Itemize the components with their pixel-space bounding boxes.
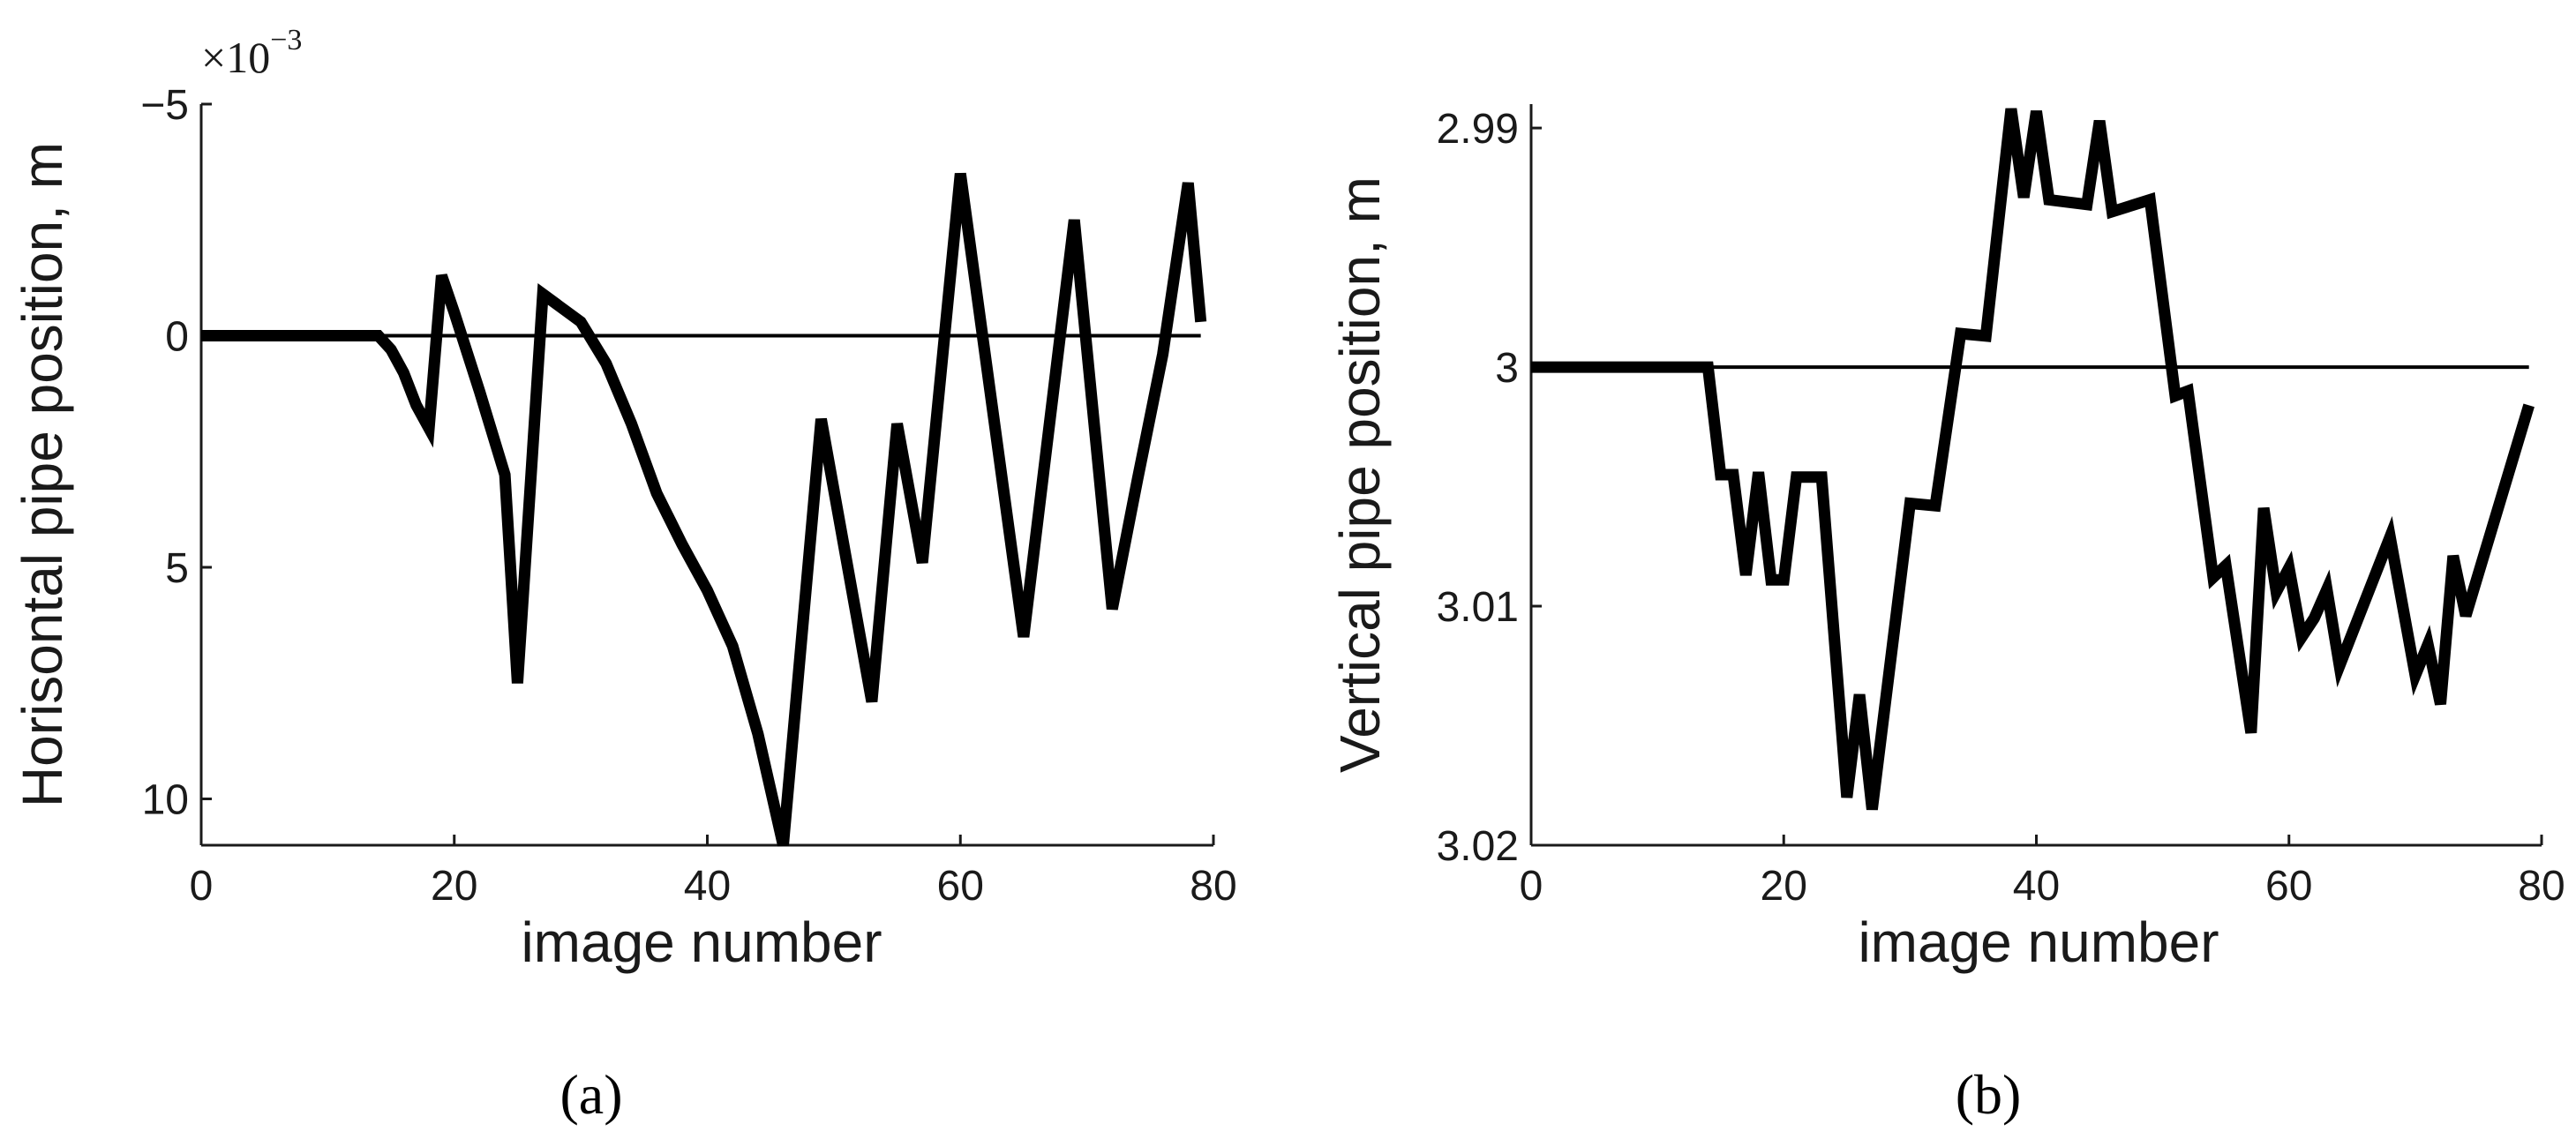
x-axis-label-b: image number (1858, 910, 2219, 974)
y-tick-label-a: −5 (140, 82, 189, 129)
y-multiplier-a: ×10−3 (201, 24, 302, 82)
chart-panel-b: 0 20 40 60 80 2.99 3 3.01 3.02 image number Ver… (1328, 104, 2565, 1126)
y-tick-label-a: 5 (165, 545, 189, 592)
y-tick-label-b: 3 (1495, 345, 1519, 392)
x-axis-label-a: image number (521, 910, 882, 974)
y-tick-label-b: 3.02 (1437, 823, 1519, 870)
x-tick-label-b: 60 (2265, 863, 2312, 910)
series-line-b (1531, 108, 2535, 811)
y-tick-label-a: 10 (142, 777, 189, 824)
panel-label-b: (b) (1956, 1063, 2022, 1126)
x-tick-label-a: 0 (190, 863, 214, 910)
series-line-a (201, 172, 1207, 847)
y-axis-label-b: Vertical pipe position, m (1328, 176, 1392, 773)
y-tick-label-a: 0 (165, 314, 189, 361)
y-tick-label-b: 2.99 (1437, 106, 1519, 153)
panel-label-a: (a) (560, 1063, 622, 1126)
x-tick-label-b: 40 (2013, 863, 2060, 910)
x-tick-label-a: 40 (684, 863, 731, 910)
x-tick-label-a: 60 (937, 863, 984, 910)
x-tick-label-a: 20 (431, 863, 477, 910)
x-tick-label-b: 80 (2518, 863, 2565, 910)
y-axis-label-a: Horisontal pipe position, m (11, 142, 74, 807)
x-tick-label-a: 80 (1190, 863, 1236, 910)
x-tick-label-b: 0 (1520, 863, 1543, 910)
x-tick-label-b: 20 (1761, 863, 1807, 910)
y-tick-label-b: 3.01 (1437, 584, 1519, 631)
chart-panel-a: 0 20 40 60 80 −5 0 5 10 ×10−3 image number Hori… (11, 24, 1237, 1126)
